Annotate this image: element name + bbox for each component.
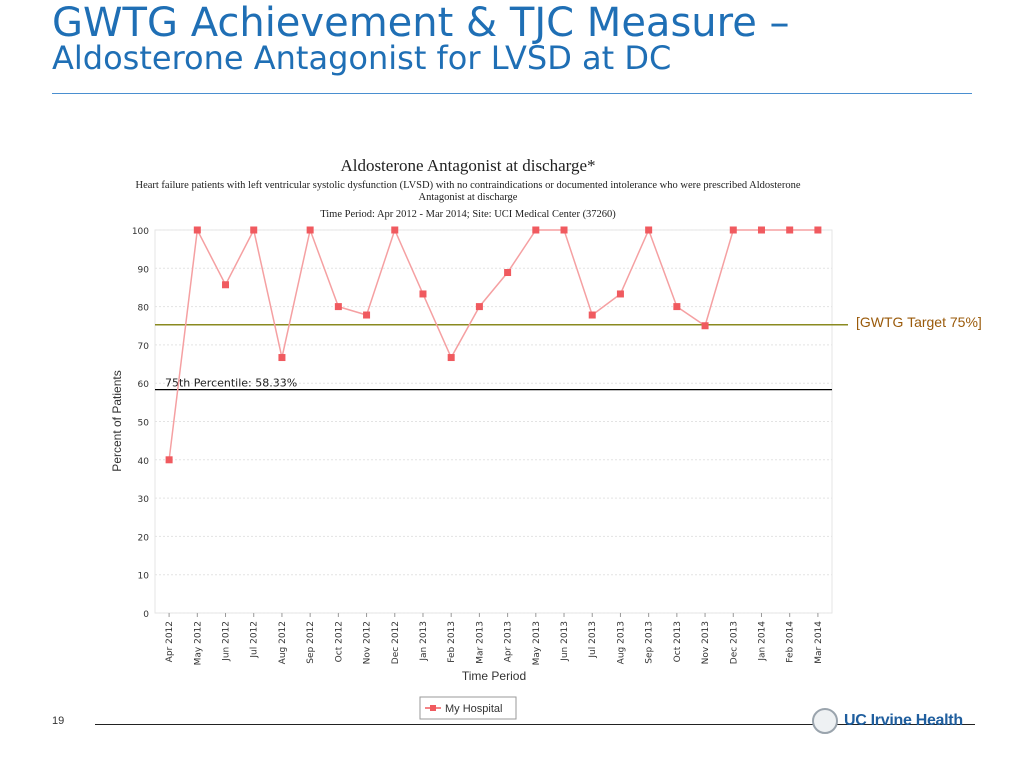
x-tick-label: Apr 2012 [165,621,175,662]
x-tick-label: Apr 2013 [504,621,514,662]
x-tick-label: Mar 2013 [475,621,485,664]
slide-title-line2: Aldosterone Antagonist for LVSD at DC [52,39,672,77]
data-point [504,269,512,277]
x-tick-label: Dec 2012 [391,621,401,664]
title-divider [52,93,972,94]
x-tick-label: Oct 2013 [673,621,683,662]
data-point [588,311,596,319]
chart-subtitle-line3: Time Period: Apr 2012 - Mar 2014; Site: … [320,209,616,220]
x-tick-label: Aug 2013 [616,621,626,664]
slide-title-line1: GWTG Achievement & TJC Measure – [52,0,790,46]
y-tick-label: 40 [138,457,150,467]
x-tick-label: Feb 2014 [786,621,796,663]
x-tick-label: Nov 2012 [363,621,373,664]
data-point [165,456,173,464]
y-tick-label: 20 [138,533,150,543]
x-tick-label: Jul 2012 [250,621,260,659]
data-point [278,354,286,362]
x-tick-label: May 2013 [532,621,542,665]
x-tick-label: Nov 2013 [701,621,711,664]
data-point [729,226,737,234]
data-point [222,281,230,289]
gwtg-target-label: [GWTG Target 75%] [856,314,982,330]
x-axis-label: Time Period [462,669,526,683]
legend: My Hospital [419,696,517,720]
data-point [786,226,794,234]
data-point [701,322,709,330]
data-point [560,226,568,234]
data-point [475,303,483,311]
x-tick-label: Jan 2014 [757,621,767,662]
x-tick-label: Oct 2012 [334,621,344,662]
data-point [363,311,371,319]
y-tick-label: 70 [138,342,150,352]
x-tick-label: Sep 2012 [306,621,316,664]
slide-title: GWTG Achievement & TJC Measure – Aldoste… [52,2,992,76]
data-point [532,226,540,234]
data-point [814,226,822,234]
data-point [306,226,314,234]
series-line-my-hospital [168,227,818,460]
seal-icon [812,708,838,734]
data-point [673,303,681,311]
data-point [419,290,427,298]
x-tick-label: May 2012 [193,621,203,665]
logo: UC Irvine Health [812,708,963,734]
x-tick-label: Feb 2013 [447,621,457,663]
y-tick-label: 90 [138,265,150,275]
x-tick-label: Jul 2013 [588,621,598,659]
legend-label: My Hospital [445,703,502,715]
chart-subtitle-line2: Antagonist at discharge [419,192,518,203]
percentile-label: 75th Percentile: 58.33% [165,377,297,390]
y-tick-label: 10 [138,572,150,582]
data-point [250,226,258,234]
x-tick-label: Aug 2012 [278,621,288,664]
x-tick-label: Sep 2013 [645,621,655,664]
y-axis-label: Percent of Patients [110,370,124,471]
legend-box [419,696,517,720]
x-tick-label: Jun 2012 [222,621,232,662]
y-tick-label: 80 [138,304,150,314]
chart-subtitle-line1: Heart failure patients with left ventric… [135,180,800,191]
x-tick-label: Dec 2013 [729,621,739,664]
data-point [391,226,399,234]
logo-text: UC Irvine Health [844,712,963,729]
x-tick-label: Mar 2014 [814,621,824,664]
y-tick-label: 0 [143,610,149,620]
x-tick-label: Jun 2013 [560,621,570,662]
footer-divider [95,724,975,725]
legend-marker [430,705,436,711]
y-tick-label: 100 [132,227,149,237]
x-tick-label: Jan 2013 [419,621,429,662]
chart-title: Aldosterone Antagonist at discharge* [340,156,595,175]
data-point [757,226,765,234]
y-tick-label: 50 [138,419,150,429]
data-point [193,226,201,234]
data-point [334,303,342,311]
data-point [616,290,624,298]
data-point [645,226,653,234]
page-number: 19 [52,715,65,727]
data-point [447,354,455,362]
y-tick-label: 60 [138,380,150,390]
y-tick-label: 30 [138,495,150,505]
